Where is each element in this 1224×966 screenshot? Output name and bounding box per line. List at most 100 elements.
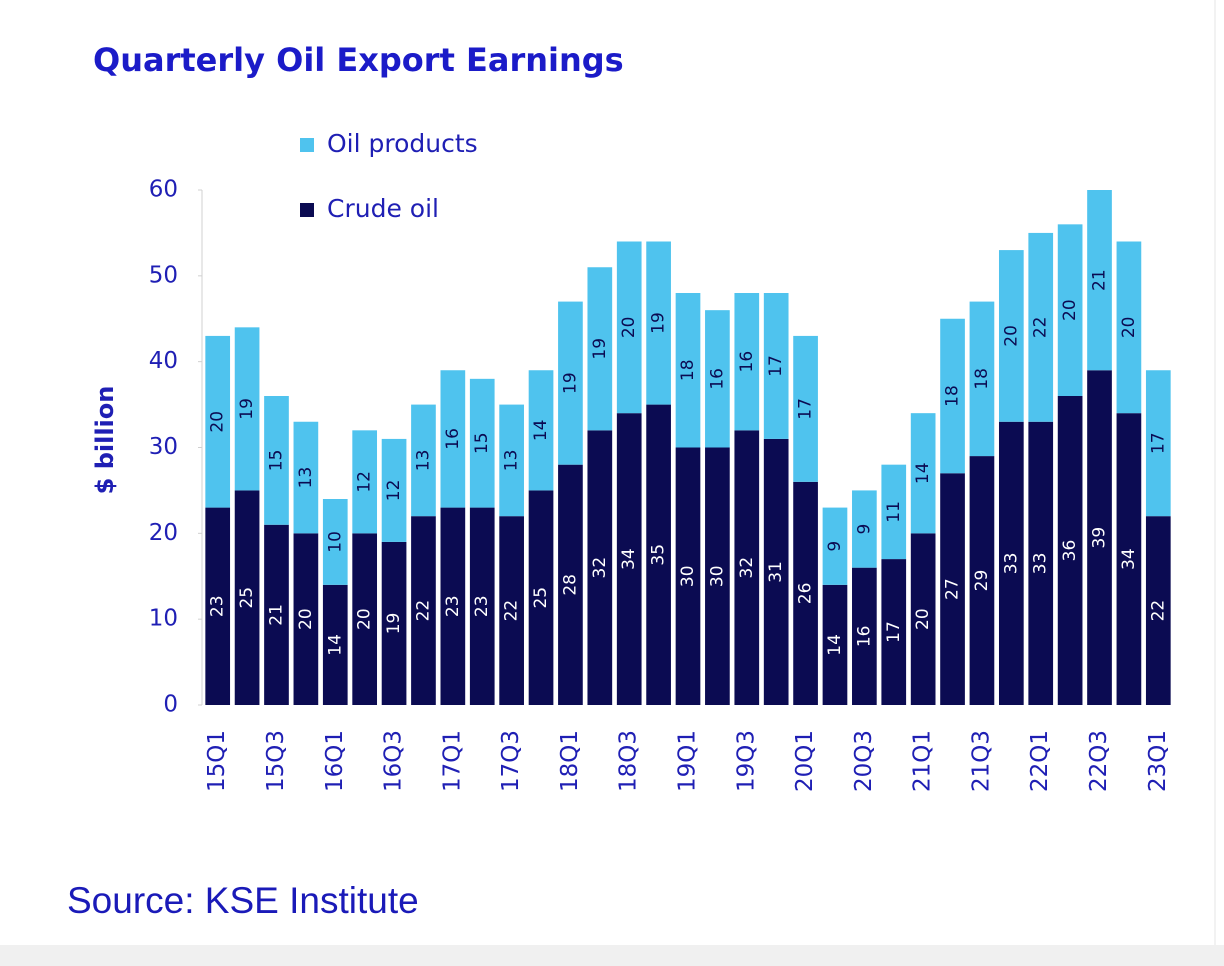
x-tick-label: 22Q3 <box>1086 730 1112 792</box>
value-label: 19 <box>560 372 580 394</box>
bar-segment <box>1057 396 1083 705</box>
legend-label: Crude oil <box>327 194 439 223</box>
bar-segment <box>528 370 554 491</box>
value-label: 26 <box>796 583 816 605</box>
bar-segment <box>852 567 877 705</box>
bar-segment <box>998 250 1024 422</box>
value-label: 18 <box>972 368 992 390</box>
bar-segment <box>793 481 818 705</box>
legend-swatch <box>300 203 314 217</box>
value-label: 21 <box>1090 269 1110 291</box>
bar-segment <box>469 507 495 705</box>
bar-segment <box>469 378 495 508</box>
x-tick-label: 20Q1 <box>792 730 818 792</box>
bar-segment <box>1116 241 1142 414</box>
value-label: 20 <box>1060 299 1080 321</box>
value-label: 20 <box>913 608 933 630</box>
bar-segment <box>881 464 907 560</box>
bar-segment <box>734 430 760 705</box>
bar-segment <box>940 318 965 474</box>
y-tick-label: 0 <box>163 692 178 718</box>
y-tick-label: 60 <box>149 177 178 203</box>
x-tick-label: 16Q1 <box>322 730 348 792</box>
bar-segment <box>763 293 789 439</box>
value-label: 23 <box>208 595 228 617</box>
bar-segment <box>646 404 671 705</box>
value-label: 21 <box>266 604 286 626</box>
value-label: 11 <box>884 501 904 523</box>
value-label: 22 <box>413 600 433 622</box>
value-label: 16 <box>854 626 874 648</box>
value-label: 20 <box>619 317 639 339</box>
value-label: 10 <box>325 531 345 553</box>
value-label: 30 <box>707 565 727 587</box>
bar-segment <box>293 533 319 705</box>
x-tick-label: 22Q1 <box>1027 730 1053 792</box>
bar-segment <box>587 430 613 705</box>
value-label: 39 <box>1090 527 1110 549</box>
bar-segment <box>440 507 466 705</box>
value-label: 13 <box>502 450 522 472</box>
x-tick-label: 17Q1 <box>439 730 465 792</box>
value-label: 17 <box>1148 432 1168 454</box>
value-label: 22 <box>1031 317 1051 339</box>
value-label: 18 <box>678 359 698 381</box>
bar-segment <box>1087 370 1112 705</box>
value-label: 13 <box>413 450 433 472</box>
bar-segment <box>411 404 436 517</box>
bar-segment <box>793 335 818 482</box>
value-label: 20 <box>1001 325 1021 347</box>
bar-segment <box>1087 190 1112 371</box>
value-label: 16 <box>443 428 463 450</box>
value-label: 18 <box>943 385 963 407</box>
bar-segment <box>852 490 877 568</box>
x-tick-label: 16Q3 <box>381 730 407 792</box>
value-label: 14 <box>531 420 551 442</box>
x-tick-label: 19Q1 <box>675 730 701 792</box>
value-label: 12 <box>384 480 404 502</box>
bar-segment <box>998 421 1024 705</box>
value-label: 17 <box>796 398 816 420</box>
x-tick-label: 17Q3 <box>498 730 524 792</box>
legend-label: Oil products <box>327 129 478 158</box>
bar-segment <box>558 301 583 465</box>
value-label: 14 <box>325 634 345 656</box>
bar-segment <box>1116 413 1142 705</box>
bar-segment <box>1057 224 1083 396</box>
value-label: 25 <box>237 587 257 609</box>
bar-segment <box>499 516 524 705</box>
x-tick-label: 15Q3 <box>263 730 289 792</box>
x-tick-label: 23Q1 <box>1145 730 1171 792</box>
y-tick-label: 20 <box>149 520 178 546</box>
value-label: 20 <box>208 411 228 433</box>
value-label: 33 <box>1001 553 1021 575</box>
bar-segment <box>910 413 936 534</box>
chart-title: Quarterly Oil Export Earnings <box>93 41 624 79</box>
bar-segment <box>910 533 936 705</box>
value-label: 29 <box>972 570 992 592</box>
x-tick-label: 18Q3 <box>616 730 642 792</box>
bar-segment <box>381 438 407 542</box>
bar-segment <box>528 490 554 705</box>
bar-segment <box>822 507 848 585</box>
value-label: 19 <box>649 312 669 334</box>
value-label: 20 <box>296 608 316 630</box>
y-tick-label: 50 <box>149 262 178 288</box>
bar-segment <box>499 404 524 517</box>
bar-segment <box>881 559 907 705</box>
x-tick-label: 19Q3 <box>733 730 759 792</box>
bar-segment <box>940 473 965 705</box>
bar-segment <box>234 490 260 705</box>
value-label: 19 <box>590 338 610 360</box>
bar-segment <box>322 584 348 705</box>
value-label: 20 <box>355 608 375 630</box>
bar-segment <box>734 293 760 431</box>
value-label: 20 <box>1119 317 1139 339</box>
bar-segment <box>646 241 671 405</box>
value-label: 32 <box>590 557 610 579</box>
value-label: 14 <box>913 462 933 484</box>
bar-segment <box>1145 370 1171 517</box>
bar-segment <box>705 310 730 448</box>
